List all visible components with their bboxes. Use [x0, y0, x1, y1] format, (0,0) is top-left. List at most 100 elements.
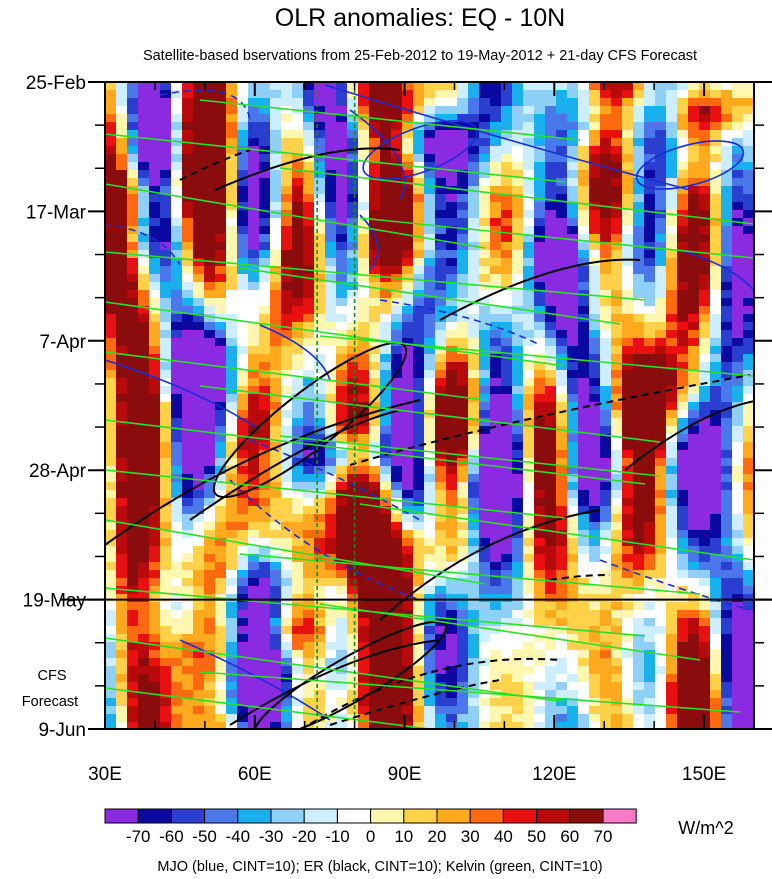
heat-cell	[512, 202, 524, 211]
heat-cell	[259, 634, 271, 643]
heat-cell	[138, 282, 150, 291]
heat-cell	[413, 122, 425, 131]
heat-cell	[127, 410, 139, 419]
heat-cell	[545, 610, 557, 619]
heat-cell	[556, 610, 568, 619]
heat-cell	[127, 562, 139, 571]
heat-cell	[457, 250, 469, 259]
heat-cell	[710, 570, 722, 579]
heat-cell	[325, 418, 337, 427]
heat-cell	[347, 234, 359, 243]
heat-cell	[380, 602, 392, 611]
heat-cell	[270, 434, 282, 443]
heat-cell	[512, 250, 524, 259]
heat-cell	[545, 706, 557, 715]
heat-cell	[699, 458, 711, 467]
heat-cell	[655, 698, 667, 707]
heat-cell	[666, 546, 678, 555]
heat-cell	[105, 106, 117, 115]
heat-cell	[501, 482, 513, 491]
heat-cell	[226, 666, 238, 675]
heat-cell	[468, 666, 480, 675]
heat-cell	[160, 258, 172, 267]
heat-cell	[490, 138, 502, 147]
heat-cell	[237, 210, 249, 219]
heat-cell	[149, 618, 161, 627]
heat-cell	[314, 378, 326, 387]
heat-cell	[413, 650, 425, 659]
heat-cell	[721, 250, 733, 259]
heat-cell	[391, 154, 403, 163]
heat-cell	[248, 546, 260, 555]
heat-cell	[270, 138, 282, 147]
heat-cell	[567, 522, 579, 531]
heat-cell	[578, 474, 590, 483]
heat-cell	[732, 538, 744, 547]
heat-cell	[446, 330, 458, 339]
heat-cell	[556, 330, 568, 339]
heat-cell	[138, 690, 150, 699]
heat-cell	[512, 450, 524, 459]
heat-cell	[479, 386, 491, 395]
heat-cell	[116, 522, 128, 531]
heat-cell	[171, 186, 183, 195]
heat-cell	[435, 506, 447, 515]
heat-cell	[160, 330, 172, 339]
heat-cell	[424, 634, 436, 643]
heat-cell	[501, 586, 513, 595]
heat-cell	[303, 362, 315, 371]
heat-cell	[743, 538, 754, 547]
heat-cell	[237, 506, 249, 515]
heat-cell	[523, 218, 535, 227]
mjo-contour	[379, 299, 541, 346]
heat-cell	[281, 146, 293, 155]
heat-cell	[226, 250, 238, 259]
heat-cell	[226, 442, 238, 451]
heat-cell	[490, 450, 502, 459]
heat-cell	[292, 146, 304, 155]
heat-cell	[237, 410, 249, 419]
heat-cell	[347, 442, 359, 451]
heat-cell	[171, 210, 183, 219]
heat-cell	[666, 242, 678, 251]
heat-cell	[369, 498, 381, 507]
heat-cell	[127, 394, 139, 403]
heat-cell	[644, 546, 656, 555]
heat-cell	[127, 482, 139, 491]
heat-cell	[116, 666, 128, 675]
heat-cell	[248, 154, 260, 163]
heat-cell	[490, 274, 502, 283]
heat-cell	[270, 650, 282, 659]
heat-cell	[138, 626, 150, 635]
heat-cell	[424, 602, 436, 611]
heat-cell	[369, 194, 381, 203]
heat-cell	[215, 578, 227, 587]
heat-cell	[248, 106, 260, 115]
heat-cell	[380, 618, 392, 627]
heat-cell	[270, 274, 282, 283]
heat-cell	[523, 138, 535, 147]
heat-cell	[446, 186, 458, 195]
heat-cell	[501, 458, 513, 467]
heat-cell	[578, 370, 590, 379]
heat-cell	[303, 194, 315, 203]
heat-cell	[732, 410, 744, 419]
heat-cell	[369, 218, 381, 227]
heat-cell	[710, 130, 722, 139]
heat-cell	[314, 338, 326, 347]
heat-cell	[556, 138, 568, 147]
heat-cell	[182, 618, 194, 627]
heat-cell	[182, 610, 194, 619]
heat-cell	[490, 354, 502, 363]
heat-cell	[149, 658, 161, 667]
heat-cell	[270, 290, 282, 299]
heat-cell	[490, 578, 502, 587]
heat-cell	[567, 650, 579, 659]
heat-cell	[127, 154, 139, 163]
heat-cell	[391, 538, 403, 547]
heat-cell	[468, 546, 480, 555]
heat-cell	[710, 530, 722, 539]
heat-cell	[435, 490, 447, 499]
heat-cell	[688, 594, 700, 603]
heat-cell	[611, 82, 623, 91]
